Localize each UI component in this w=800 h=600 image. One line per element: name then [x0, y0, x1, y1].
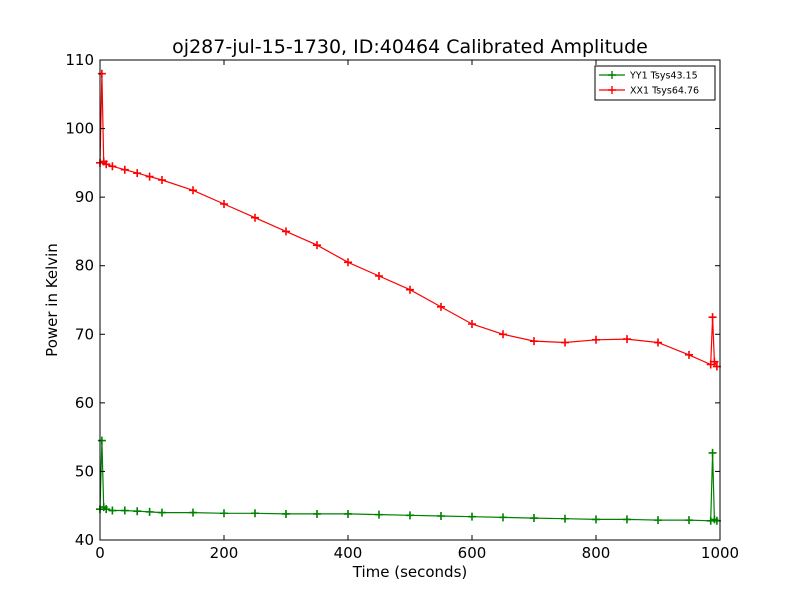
- x-tick-label: 600: [458, 544, 487, 562]
- data-point: [468, 512, 476, 521]
- data-point: [158, 508, 166, 517]
- data-point: [251, 213, 259, 222]
- y-tick-label: 110: [65, 51, 94, 69]
- y-tick-label: 100: [65, 120, 94, 138]
- data-point: [708, 448, 717, 457]
- data-point: [97, 436, 106, 445]
- data-point: [437, 302, 445, 311]
- data-point: [108, 162, 117, 171]
- data-point: [108, 506, 117, 515]
- x-tick-label: 0: [95, 544, 105, 562]
- data-point: [685, 350, 693, 359]
- data-point: [158, 176, 166, 184]
- data-point: [133, 507, 142, 516]
- y-tick-label: 90: [75, 188, 94, 206]
- data-point: [145, 172, 154, 181]
- data-point: [282, 227, 290, 236]
- x-axis-label: Time (seconds): [352, 563, 468, 581]
- data-point: [592, 515, 600, 524]
- legend-label-0: YY1 Tsys43.15: [629, 71, 698, 82]
- data-point: [623, 515, 631, 524]
- y-axis-label: Power in Kelvin: [43, 243, 61, 357]
- legend-box: [594, 65, 716, 101]
- data-point: [344, 258, 352, 267]
- y-tick-label: 60: [75, 394, 94, 412]
- data-point: [313, 509, 321, 518]
- x-tick-label: 400: [334, 544, 363, 562]
- x-tick-label: 200: [210, 544, 239, 562]
- data-point: [120, 165, 129, 174]
- data-point: [189, 508, 197, 517]
- data-point: [251, 509, 259, 518]
- legend-marker-1: [608, 86, 616, 94]
- data-point: [102, 160, 111, 169]
- data-point: [120, 506, 129, 515]
- data-point: [561, 514, 569, 523]
- legend-label-1: XX1 Tsys64.76: [630, 86, 699, 97]
- data-point: [102, 505, 111, 514]
- data-point: [592, 335, 600, 344]
- y-tick-label: 40: [75, 531, 94, 549]
- data-point: [708, 313, 717, 322]
- data-point: [133, 169, 142, 178]
- data-point: [220, 509, 228, 518]
- data-point: [654, 516, 662, 525]
- data-point: [313, 241, 321, 250]
- data-point: [437, 512, 445, 520]
- y-tick-label: 50: [75, 462, 94, 480]
- data-point: [499, 330, 507, 339]
- chart-title: oj287-jul-15-1730, ID:40464 Calibrated A…: [172, 36, 648, 58]
- data-point: [499, 513, 507, 522]
- data-point: [375, 510, 383, 519]
- y-tick-label: 80: [75, 257, 94, 275]
- x-tick-label: 800: [582, 544, 611, 562]
- data-point: [685, 516, 693, 525]
- data-point: [406, 511, 414, 520]
- data-point: [561, 338, 569, 347]
- data-point: [468, 320, 476, 328]
- legend-marker-0: [608, 71, 616, 79]
- plot-frame: [99, 59, 721, 541]
- data-point: [282, 509, 290, 518]
- data-point: [406, 285, 414, 294]
- plot-area: 0 200 400 600 800 1000 40 50 60 70 80 90 100 110 YY1 T…: [65, 51, 739, 562]
- data-point: [220, 200, 228, 208]
- y-tick-label: 70: [75, 325, 94, 343]
- data-point: [145, 507, 154, 516]
- data-point: [530, 514, 538, 523]
- data-point: [710, 357, 719, 366]
- data-point: [97, 69, 106, 78]
- x-tick-label: 1000: [701, 544, 739, 562]
- data-point: [623, 335, 631, 344]
- data-point: [189, 186, 197, 195]
- data-point: [375, 272, 383, 280]
- data-point: [344, 509, 352, 518]
- data-point: [530, 337, 538, 346]
- data-point: [654, 338, 662, 347]
